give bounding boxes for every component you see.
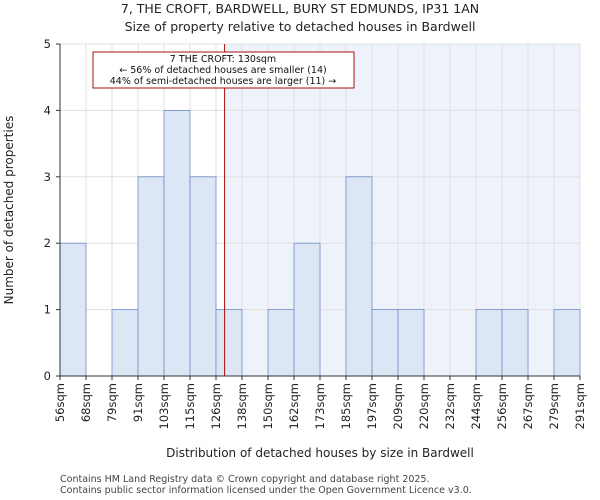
chart-subtitle: Size of property relative to detached ho… bbox=[125, 19, 476, 34]
x-tick-label: 209sqm bbox=[391, 383, 405, 429]
x-tick-label: 56sqm bbox=[53, 383, 67, 422]
x-tick-labels: 56sqm 68sqm 79sqm 91sqm 103sqm 115sqm 126sqm 13… bbox=[53, 383, 587, 429]
x-tick-label: 173sqm bbox=[313, 383, 327, 429]
y-tick-label: 2 bbox=[44, 236, 51, 250]
x-tick-label: 197sqm bbox=[365, 383, 379, 429]
bar bbox=[371, 309, 399, 377]
y-axis-label: Number of detached properties bbox=[2, 116, 16, 305]
x-tick-label: 244sqm bbox=[469, 383, 483, 429]
x-tick-label: 115sqm bbox=[183, 383, 197, 429]
y-tick-labels: 0 1 2 3 4 5 bbox=[44, 37, 51, 383]
annotation-line-1: 7 THE CROFT: 130sqm bbox=[170, 54, 276, 65]
x-tick-label: 91sqm bbox=[131, 383, 145, 422]
x-tick-label: 138sqm bbox=[235, 383, 249, 429]
y-tick-label: 0 bbox=[44, 369, 51, 383]
footer-line-1: Contains HM Land Registry data © Crown c… bbox=[60, 474, 430, 485]
chart-title: 7, THE CROFT, BARDWELL, BURY ST EDMUNDS,… bbox=[121, 1, 479, 16]
bar bbox=[111, 309, 139, 377]
y-tick-label: 5 bbox=[44, 37, 51, 51]
y-tick-label: 4 bbox=[44, 103, 51, 117]
x-tick-label: 185sqm bbox=[339, 383, 353, 429]
x-tick-label: 150sqm bbox=[261, 383, 275, 429]
x-tick-label: 162sqm bbox=[287, 383, 301, 429]
x-tick-label: 291sqm bbox=[573, 383, 587, 429]
x-tick-label: 68sqm bbox=[79, 383, 93, 422]
bar bbox=[163, 110, 191, 377]
x-axis-label: Distribution of detached houses by size … bbox=[166, 446, 474, 460]
bar bbox=[553, 309, 581, 377]
annotation-line-3: 44% of semi-detached houses are larger (… bbox=[110, 76, 337, 87]
bar bbox=[137, 176, 165, 377]
x-tick-label: 126sqm bbox=[209, 383, 223, 429]
x-tick-label: 279sqm bbox=[547, 383, 561, 429]
bars bbox=[59, 110, 581, 377]
bar bbox=[345, 176, 373, 377]
bar bbox=[293, 242, 321, 377]
bar bbox=[215, 309, 243, 377]
x-tick-label: 103sqm bbox=[157, 383, 171, 429]
y-tick-label: 1 bbox=[44, 303, 51, 317]
x-tick-label: 220sqm bbox=[417, 383, 431, 429]
x-tick-label: 256sqm bbox=[495, 383, 509, 429]
bar bbox=[267, 309, 295, 377]
axes bbox=[56, 43, 581, 380]
annotation: 7 THE CROFT: 130sqm ← 56% of detached ho… bbox=[92, 51, 355, 89]
annotation-box bbox=[92, 51, 355, 89]
bar bbox=[475, 309, 503, 377]
bar bbox=[189, 176, 217, 377]
footer-line-2: Contains public sector information licen… bbox=[60, 485, 472, 496]
x-tick-label: 232sqm bbox=[443, 383, 457, 429]
x-tick-label: 79sqm bbox=[105, 383, 119, 422]
annotation-line-2: ← 56% of detached houses are smaller (14… bbox=[119, 65, 326, 76]
x-tick-label: 267sqm bbox=[521, 383, 535, 429]
bar bbox=[397, 309, 425, 377]
bar bbox=[59, 242, 87, 377]
bar bbox=[501, 309, 529, 377]
y-tick-label: 3 bbox=[44, 170, 51, 184]
